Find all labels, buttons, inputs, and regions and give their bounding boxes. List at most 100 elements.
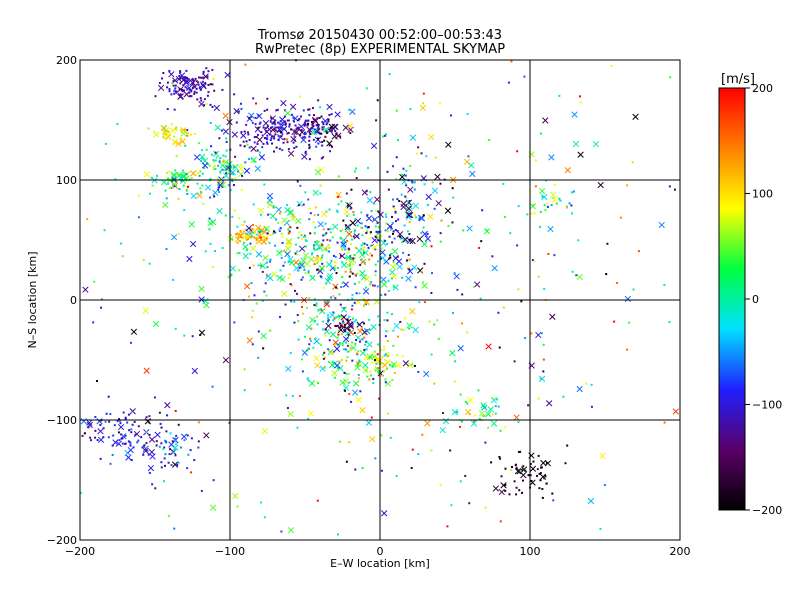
data-point — [266, 108, 269, 111]
data-point — [327, 118, 330, 121]
data-point — [289, 283, 292, 286]
data-point — [295, 145, 298, 148]
data-point — [191, 335, 194, 338]
data-point — [296, 200, 303, 208]
data-point — [187, 453, 190, 456]
data-point — [252, 236, 255, 239]
data-point — [280, 250, 283, 253]
data-point — [317, 142, 320, 145]
data-point — [169, 127, 176, 134]
data-point — [530, 212, 533, 215]
data-point — [514, 468, 522, 475]
data-point — [381, 510, 388, 517]
data-point — [483, 228, 491, 235]
data-point — [342, 321, 345, 324]
data-point — [211, 385, 214, 388]
data-point — [349, 257, 357, 264]
data-point — [179, 82, 182, 85]
data-point — [377, 343, 380, 346]
data-point — [265, 237, 268, 240]
data-point — [312, 244, 315, 247]
data-point — [603, 484, 606, 487]
data-point — [285, 365, 292, 373]
data-point — [317, 247, 320, 250]
data-point — [232, 184, 235, 187]
data-point — [104, 420, 107, 423]
data-point — [539, 210, 542, 213]
data-point — [347, 349, 350, 352]
data-point — [312, 221, 315, 224]
data-point — [145, 430, 148, 433]
data-point — [344, 348, 347, 351]
data-point — [383, 259, 386, 262]
data-point — [392, 285, 395, 288]
data-point — [395, 178, 398, 181]
data-point — [144, 418, 152, 425]
data-point — [285, 239, 292, 246]
data-point — [298, 123, 305, 130]
data-point — [203, 432, 210, 439]
data-point — [406, 230, 409, 233]
data-point — [142, 445, 149, 452]
data-point — [230, 166, 233, 169]
data-point — [422, 226, 425, 229]
data-point — [365, 87, 368, 90]
data-point — [160, 466, 163, 469]
data-point — [346, 344, 349, 347]
data-point — [297, 263, 300, 266]
data-point — [183, 334, 186, 337]
data-point — [197, 421, 200, 424]
data-point — [337, 533, 340, 536]
data-point — [214, 159, 217, 162]
data-point — [231, 173, 234, 176]
data-point — [306, 122, 309, 125]
data-point — [331, 123, 338, 130]
data-point — [219, 170, 222, 173]
data-point — [211, 83, 214, 86]
data-point — [303, 124, 306, 127]
data-point — [258, 151, 261, 154]
data-point — [308, 380, 316, 387]
data-point — [287, 232, 290, 235]
data-point — [129, 441, 132, 444]
data-point — [439, 240, 442, 243]
data-point — [255, 241, 258, 244]
data-point — [248, 266, 251, 269]
data-point — [363, 327, 371, 335]
data-point — [303, 335, 306, 338]
data-point — [376, 221, 379, 224]
data-point — [210, 153, 213, 156]
data-point — [311, 107, 314, 110]
data-point — [82, 286, 89, 293]
data-point — [117, 431, 120, 434]
data-point — [266, 134, 269, 137]
grid-lines — [80, 60, 680, 540]
data-point — [408, 268, 411, 271]
data-point — [308, 147, 311, 150]
data-point — [193, 154, 201, 161]
data-point — [158, 81, 161, 84]
data-point — [466, 112, 469, 115]
data-point — [497, 311, 500, 314]
data-point — [367, 226, 370, 229]
data-point — [370, 323, 377, 331]
data-point — [205, 67, 208, 70]
data-point — [244, 232, 247, 235]
data-point — [142, 307, 149, 314]
data-point — [366, 197, 374, 204]
data-point — [521, 469, 524, 472]
data-point — [265, 294, 268, 297]
data-point — [310, 120, 313, 123]
data-point — [383, 319, 386, 322]
data-point — [261, 427, 269, 435]
data-point — [340, 314, 343, 317]
data-point — [352, 213, 355, 216]
data-point — [260, 131, 263, 134]
data-point — [353, 320, 356, 323]
data-point — [305, 245, 308, 248]
data-point — [127, 446, 134, 454]
data-point — [370, 355, 373, 358]
data-point — [309, 212, 312, 215]
data-point — [174, 439, 177, 442]
data-point — [346, 234, 349, 237]
